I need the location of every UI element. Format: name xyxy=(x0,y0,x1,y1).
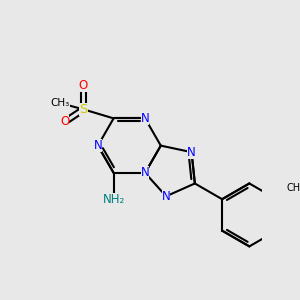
Text: N: N xyxy=(162,190,170,203)
Text: NH₂: NH₂ xyxy=(103,193,125,206)
Text: N: N xyxy=(94,139,102,152)
Text: O: O xyxy=(60,116,69,128)
Text: N: N xyxy=(141,167,149,179)
Text: S: S xyxy=(79,103,88,116)
Text: CH₃: CH₃ xyxy=(286,183,300,193)
Text: N: N xyxy=(141,112,149,125)
Text: CH₃: CH₃ xyxy=(50,98,70,108)
Text: O: O xyxy=(79,79,88,92)
Text: N: N xyxy=(187,146,196,159)
